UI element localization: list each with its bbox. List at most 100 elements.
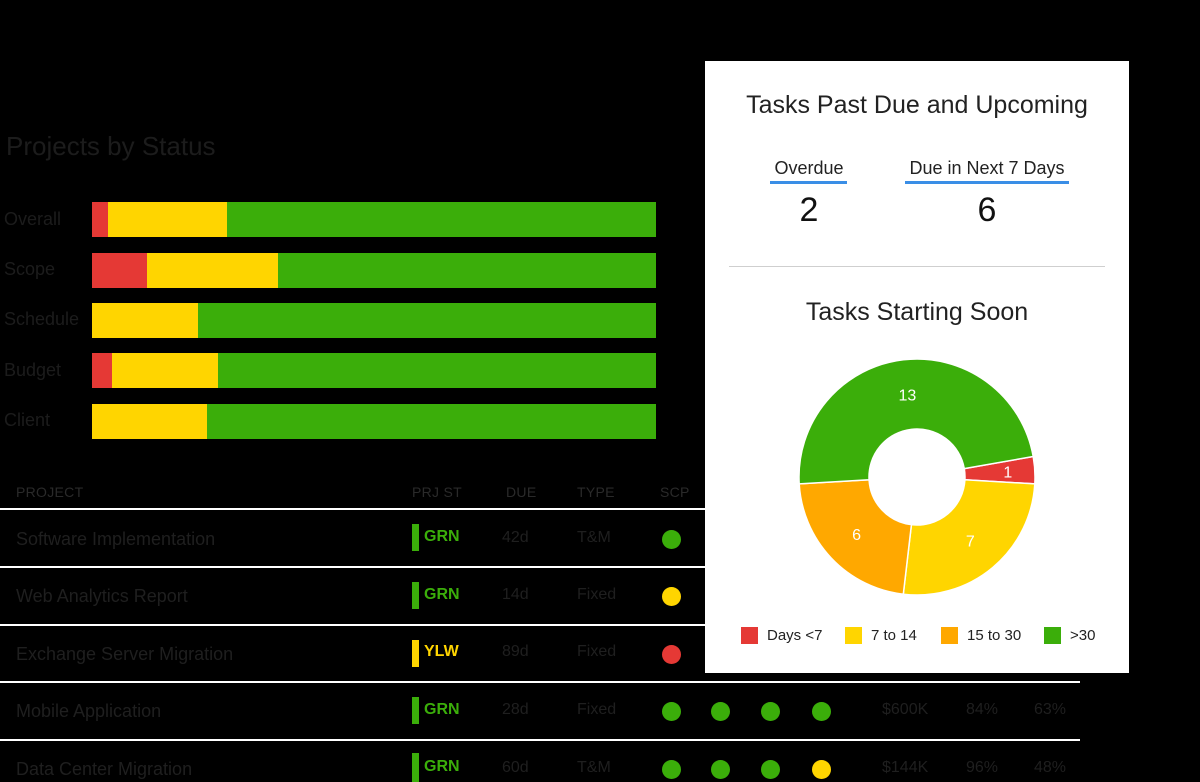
status-label-client: Client	[4, 410, 51, 430]
status-label-scope: Scope	[4, 259, 56, 279]
project-due: 60d	[502, 759, 529, 776]
project-type: T&M	[577, 529, 611, 546]
row-divider	[0, 508, 705, 510]
indicator-dot	[761, 760, 780, 779]
project-pct-complete: 84%	[966, 701, 999, 718]
donut-slice-label: 1	[1003, 465, 1012, 482]
status-bar-budget[interactable]	[92, 353, 656, 388]
status-bar-segment[interactable]	[147, 253, 279, 288]
project-pct-complete: 96%	[966, 759, 999, 776]
indicator-dot	[711, 702, 730, 721]
donut-slice[interactable]	[798, 478, 913, 596]
project-type: T&M	[577, 759, 611, 776]
project-name[interactable]: Exchange Server Migration	[16, 644, 234, 664]
project-status: GRN	[424, 701, 460, 718]
donut-chart: 1 7 6 13	[798, 358, 1036, 596]
indicator-dot	[662, 530, 681, 549]
overdue-value: 2	[799, 191, 819, 229]
status-bar-segment[interactable]	[227, 202, 656, 237]
header-type[interactable]: TYPE	[577, 484, 615, 500]
project-status: GRN	[424, 586, 460, 603]
project-status: GRN	[424, 528, 460, 545]
project-budget: $600K	[882, 701, 929, 718]
project-type: Fixed	[577, 586, 617, 603]
due-next-label[interactable]: Due in Next 7 Days	[909, 158, 1065, 178]
status-bar-overall[interactable]	[92, 202, 656, 237]
status-label-schedule: Schedule	[4, 309, 80, 329]
status-label-overall: Overall	[4, 209, 62, 229]
status-bar-segment[interactable]	[108, 202, 228, 237]
row-divider	[0, 566, 705, 568]
indicator-dot	[761, 702, 780, 721]
project-due: 28d	[502, 701, 529, 718]
status-bar-segment[interactable]	[112, 353, 219, 388]
donut-title: Tasks Starting Soon	[805, 298, 1029, 326]
project-name[interactable]: Data Center Migration	[16, 759, 193, 779]
project-name[interactable]: Mobile Application	[16, 701, 162, 721]
donut-slice-label: 6	[852, 527, 861, 544]
project-name[interactable]: Web Analytics Report	[16, 586, 188, 606]
donut-slice[interactable]	[798, 358, 1035, 485]
project-name[interactable]: Software Implementation	[16, 529, 216, 549]
indicator-dot	[812, 760, 831, 779]
project-status: YLW	[424, 643, 459, 660]
row-divider	[0, 681, 1080, 683]
status-marker	[412, 582, 419, 609]
header-prj-st[interactable]: PRJ ST	[412, 484, 463, 500]
tasks-panel: Tasks Past Due and Upcoming Overdue 2 Du…	[705, 61, 1129, 673]
legend-item-15-to-30[interactable]: 15 to 30	[941, 627, 1021, 644]
project-type: Fixed	[577, 643, 617, 660]
status-bar-segment[interactable]	[278, 253, 656, 288]
project-pct-spent: 48%	[1034, 759, 1067, 776]
overdue-underline	[770, 181, 847, 184]
status-bar-segment[interactable]	[92, 303, 199, 338]
status-bar-segment[interactable]	[92, 353, 113, 388]
legend-label: >30	[1070, 627, 1096, 644]
legend-label: 15 to 30	[967, 627, 1022, 644]
project-budget: $144K	[882, 759, 929, 776]
status-label-budget: Budget	[4, 360, 62, 380]
legend-item-gt-30[interactable]: >30	[1044, 627, 1095, 644]
project-type: Fixed	[577, 701, 617, 718]
legend-label: 7 to 14	[871, 627, 917, 644]
indicator-dot	[662, 702, 681, 721]
status-bar-segment[interactable]	[198, 303, 656, 338]
status-bar-scope[interactable]	[92, 253, 656, 288]
overdue-label[interactable]: Overdue	[774, 158, 844, 178]
legend-swatch	[845, 627, 862, 644]
indicator-dot	[662, 645, 681, 664]
project-due: 42d	[502, 529, 529, 546]
legend-item-7-to-14[interactable]: 7 to 14	[845, 627, 917, 644]
header-due[interactable]: DUE	[506, 484, 537, 500]
legend-swatch	[1044, 627, 1061, 644]
donut-slice-label: 7	[966, 534, 975, 551]
due-next-value: 6	[977, 191, 997, 229]
project-pct-spent: 63%	[1034, 701, 1067, 718]
status-marker	[412, 640, 419, 667]
status-bar-client[interactable]	[92, 404, 656, 439]
status-marker	[412, 524, 419, 551]
status-bar-segment[interactable]	[92, 253, 148, 288]
donut-slice-label: 13	[898, 388, 916, 405]
status-bar-segment[interactable]	[92, 202, 109, 237]
project-due: 14d	[502, 586, 529, 603]
status-bar-segment[interactable]	[92, 404, 208, 439]
project-due: 89d	[502, 643, 529, 660]
status-bar-schedule[interactable]	[92, 303, 656, 338]
section-title: Projects by Status	[6, 131, 216, 161]
legend-item-days-lt-7[interactable]: Days <7	[741, 627, 822, 644]
due-next-underline	[905, 181, 1069, 184]
status-marker	[412, 753, 419, 782]
status-bar-segment[interactable]	[207, 404, 656, 439]
header-project[interactable]: PROJECT	[16, 484, 84, 500]
legend-swatch	[941, 627, 958, 644]
indicator-dot	[711, 760, 730, 779]
status-bar-segment[interactable]	[218, 353, 656, 388]
legend-swatch	[741, 627, 758, 644]
donut-slice[interactable]	[902, 478, 1036, 596]
header-scp[interactable]: SCP	[660, 484, 690, 500]
panel-title: Tasks Past Due and Upcoming	[746, 91, 1088, 119]
status-marker	[412, 697, 419, 724]
row-divider	[0, 739, 1080, 741]
panel-divider	[729, 266, 1105, 267]
